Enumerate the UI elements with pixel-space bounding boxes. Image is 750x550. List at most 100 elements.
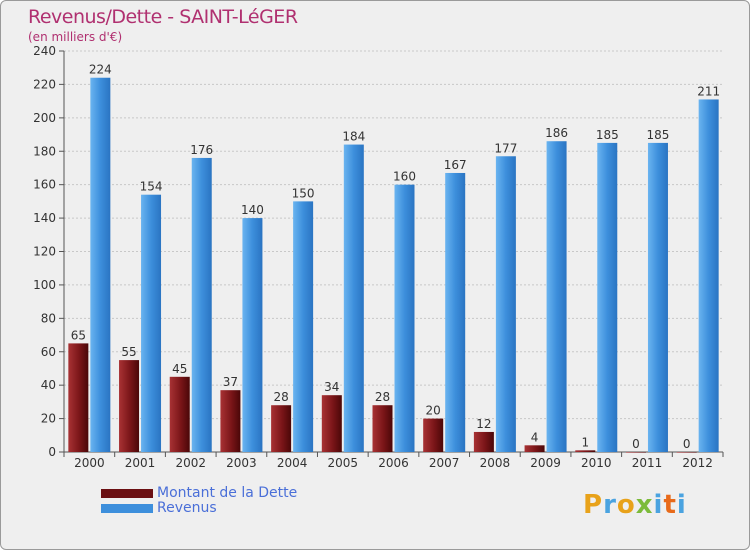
bar-debt-2005 (321, 395, 342, 452)
x-tick-label-2001: 2001 (125, 456, 156, 470)
y-tick-label-240: 240 (33, 44, 56, 58)
bar-debt-2009 (524, 445, 545, 452)
legend-swatch-revenue (101, 504, 153, 513)
bar-debt-2008 (473, 431, 494, 452)
chart-title: Revenus/Dette - SAINT-LéGER (28, 6, 298, 28)
legend-label-revenue: Revenus (157, 500, 217, 516)
data-label-revenue-2012: 211 (697, 84, 720, 98)
y-tick-label-200: 200 (33, 111, 56, 125)
y-tick-label-100: 100 (33, 278, 56, 292)
x-tick-label-2002: 2002 (175, 456, 206, 470)
bars (68, 77, 719, 453)
x-tick-label-2000: 2000 (74, 456, 105, 470)
x-tick-label-2007: 2007 (429, 456, 460, 470)
data-label-debt-2007: 20 (426, 404, 441, 418)
bar-debt-2003 (220, 390, 241, 452)
data-label-revenue-2001: 154 (140, 180, 163, 194)
bar-debt-2012 (676, 452, 697, 453)
logo-letter: t (663, 490, 677, 520)
data-label-revenue-2008: 177 (494, 141, 517, 155)
bar-revenue-2005 (343, 144, 364, 453)
logo-letter: r (603, 490, 617, 520)
data-label-debt-2009: 4 (531, 430, 539, 444)
x-tick-label-2011: 2011 (632, 456, 663, 470)
y-tick-label-180: 180 (33, 144, 56, 158)
logo-letter: o (616, 490, 636, 520)
data-label-debt-2006: 28 (375, 390, 390, 404)
x-tick-label-2009: 2009 (530, 456, 561, 470)
logo-letter: i (676, 490, 687, 520)
y-tick-label-80: 80 (41, 311, 56, 325)
x-tick-label-2010: 2010 (581, 456, 612, 470)
bar-debt-2002 (169, 376, 190, 452)
bar-debt-2000 (68, 343, 89, 452)
bar-debt-2004 (271, 405, 292, 452)
y-tick-label-60: 60 (41, 345, 56, 359)
data-label-revenue-2005: 184 (342, 130, 365, 144)
proxiti-logo: Proxiti (583, 490, 687, 520)
bar-revenue-2012 (698, 99, 719, 453)
bar-revenue-2009 (546, 141, 567, 452)
legend-item-revenue: Revenus (101, 500, 361, 518)
data-label-revenue-2009: 186 (545, 126, 568, 140)
bar-debt-2001 (119, 360, 140, 452)
data-label-revenue-2010: 185 (596, 128, 619, 142)
bar-revenue-2002 (191, 157, 212, 452)
data-label-debt-2000: 65 (71, 328, 86, 342)
data-label-revenue-2011: 185 (647, 128, 670, 142)
x-tick-label-2003: 2003 (226, 456, 257, 470)
data-label-debt-2005: 34 (324, 380, 339, 394)
bar-revenue-2001 (141, 194, 162, 453)
data-label-revenue-2004: 150 (292, 186, 315, 200)
bar-revenue-2011 (647, 142, 668, 453)
data-label-revenue-2006: 160 (393, 170, 416, 184)
bar-revenue-2006 (394, 184, 415, 452)
bar-debt-2007 (423, 418, 444, 452)
legend-item-debt: Montant de la Dette (101, 485, 361, 503)
data-label-debt-2004: 28 (273, 390, 288, 404)
bar-debt-2010 (575, 450, 596, 452)
y-tick-label-120: 120 (33, 245, 56, 259)
data-label-debt-2010: 1 (581, 435, 589, 449)
data-label-debt-2001: 55 (121, 345, 136, 359)
x-tick-label-2008: 2008 (480, 456, 511, 470)
data-label-revenue-2002: 176 (190, 143, 213, 157)
data-label-debt-2003: 37 (223, 375, 238, 389)
logo-letter: x (635, 490, 654, 520)
data-label-debt-2011: 0 (632, 437, 640, 451)
x-tick-label-2005: 2005 (328, 456, 359, 470)
data-label-revenue-2007: 167 (444, 158, 467, 172)
legend-label-debt: Montant de la Dette (157, 485, 298, 501)
bar-revenue-2000 (90, 77, 111, 452)
data-label-debt-2002: 45 (172, 362, 187, 376)
y-tick-label-140: 140 (33, 211, 56, 225)
bar-debt-2006 (372, 405, 393, 452)
y-tick-label-20: 20 (41, 412, 56, 426)
y-tick-label-220: 220 (33, 77, 56, 91)
data-label-debt-2008: 12 (476, 417, 491, 431)
bar-revenue-2004 (293, 201, 314, 452)
bar-revenue-2010 (597, 142, 618, 453)
bar-debt-2011 (625, 452, 646, 453)
grid-lines (64, 50, 723, 453)
x-tick-label-2012: 2012 (682, 456, 713, 470)
x-tick-label-2004: 2004 (277, 456, 308, 470)
data-label-revenue-2000: 224 (89, 63, 112, 77)
logo-letter: i (653, 490, 664, 520)
data-labels: 6522455154451763714028150341842816020167… (71, 63, 720, 451)
y-tick-label-0: 0 (48, 445, 56, 459)
bar-revenue-2003 (242, 218, 263, 452)
x-tick-label-2006: 2006 (378, 456, 409, 470)
bar-revenue-2008 (495, 156, 516, 452)
data-label-revenue-2003: 140 (241, 203, 264, 217)
y-tick-label-160: 160 (33, 178, 56, 192)
bar-revenue-2007 (445, 172, 466, 453)
logo-letter: P (583, 490, 604, 520)
legend-swatch-debt (101, 489, 153, 498)
y-tick-label-40: 40 (41, 378, 56, 392)
chart-subtitle: (en milliers d'€) (28, 30, 123, 44)
data-label-debt-2012: 0 (683, 437, 691, 451)
